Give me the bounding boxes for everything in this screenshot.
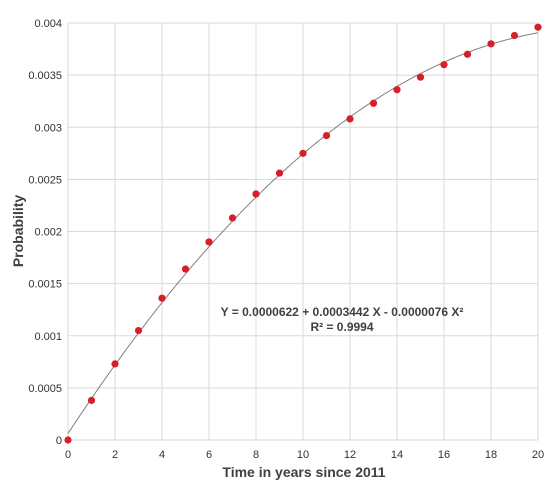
data-point: [299, 149, 307, 157]
data-point: [111, 360, 119, 368]
data-point: [205, 238, 213, 246]
x-tick-label: 12: [344, 449, 356, 461]
x-axis-title: Time in years since 2011: [222, 464, 385, 480]
y-tick-label: 0.002: [34, 227, 62, 239]
data-point: [158, 294, 166, 302]
x-tick-label: 0: [65, 449, 71, 461]
y-tick-label: 0.001: [34, 331, 62, 343]
x-tick-label: 6: [206, 449, 212, 461]
y-tick-label: 0.0035: [28, 70, 62, 82]
data-point: [416, 73, 425, 81]
data-point: [87, 396, 96, 404]
x-tick-label: 8: [253, 449, 259, 461]
y-tick-label: 0.0005: [28, 383, 62, 395]
y-tick-label: 0.0015: [28, 279, 62, 291]
data-point: [369, 99, 378, 107]
r2-annotation: R² = 0.9994: [310, 320, 373, 334]
data-point: [134, 326, 143, 335]
y-axis-title: Probability: [10, 195, 26, 268]
x-tick-label: 20: [532, 449, 544, 461]
data-point: [510, 31, 519, 40]
y-tick-label: 0.003: [34, 122, 62, 134]
data-point: [322, 131, 331, 140]
data-point: [440, 61, 448, 69]
data-points: [64, 23, 542, 444]
data-point: [252, 190, 260, 198]
data-point: [275, 169, 284, 177]
data-point: [534, 23, 542, 31]
x-tick-label: 2: [112, 449, 118, 461]
gridlines: [67, 22, 539, 441]
data-point: [463, 50, 472, 58]
y-tick-label: 0: [56, 435, 62, 447]
data-point: [487, 40, 495, 48]
data-point: [64, 436, 72, 444]
x-tick-label: 18: [485, 449, 497, 461]
x-tick-label: 4: [159, 449, 165, 461]
y-tick-label: 0.0025: [28, 174, 62, 186]
x-tick-label: 14: [391, 449, 403, 461]
x-tick-labels: 0 2 4 6 8 10 12 14 16 18 20: [65, 449, 544, 461]
y-tick-label: 0.004: [34, 18, 62, 30]
data-point: [346, 115, 354, 123]
data-point: [181, 265, 190, 273]
data-point: [393, 86, 401, 94]
x-tick-label: 16: [438, 449, 450, 461]
x-tick-label: 10: [297, 449, 309, 461]
data-point: [228, 214, 237, 222]
y-tick-labels: 0 0.0005 0.001 0.0015 0.002 0.0025 0.003 0.0035…: [28, 18, 62, 447]
equation-annotation: Y = 0.0000622 + 0.0003442 X - 0.0000076 …: [221, 305, 464, 319]
